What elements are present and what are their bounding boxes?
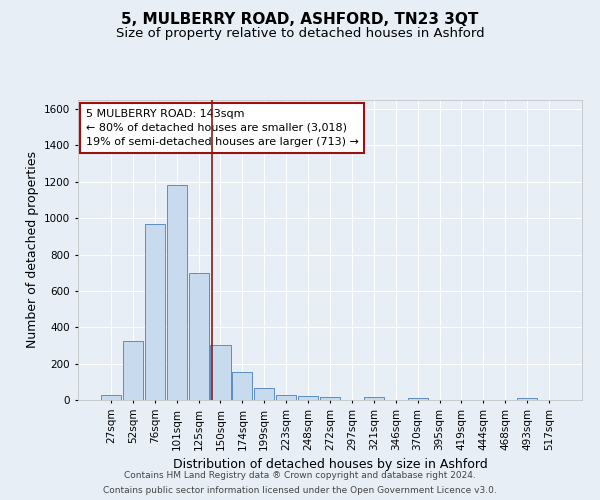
X-axis label: Distribution of detached houses by size in Ashford: Distribution of detached houses by size … [173,458,487,471]
Text: Size of property relative to detached houses in Ashford: Size of property relative to detached ho… [116,28,484,40]
Text: Contains HM Land Registry data ® Crown copyright and database right 2024.: Contains HM Land Registry data ® Crown c… [124,471,476,480]
Text: Contains public sector information licensed under the Open Government Licence v3: Contains public sector information licen… [103,486,497,495]
Bar [276,394,296,400]
Bar [320,398,340,400]
Text: 5, MULBERRY ROAD, ASHFORD, TN23 3QT: 5, MULBERRY ROAD, ASHFORD, TN23 3QT [121,12,479,28]
Bar [232,372,253,400]
Y-axis label: Number of detached properties: Number of detached properties [26,152,38,348]
Bar [407,398,428,400]
Bar [298,396,318,400]
Bar [517,398,537,400]
Bar [123,341,143,400]
Bar [145,224,165,400]
Bar [101,396,121,400]
Bar [254,388,274,400]
Bar [167,186,187,400]
Bar [211,346,230,400]
Text: 5 MULBERRY ROAD: 143sqm
← 80% of detached houses are smaller (3,018)
19% of semi: 5 MULBERRY ROAD: 143sqm ← 80% of detache… [86,109,358,147]
Bar [188,272,209,400]
Bar [364,398,384,400]
